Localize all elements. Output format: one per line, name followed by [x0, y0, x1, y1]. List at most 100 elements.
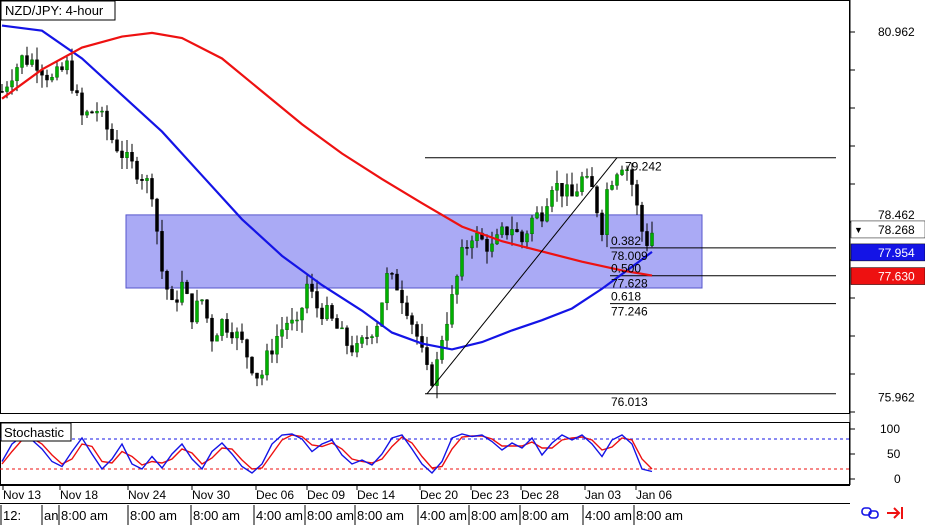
candle-body	[590, 176, 594, 187]
moving-average-line	[1, 31, 653, 277]
candle-body	[570, 184, 574, 197]
candle-body	[265, 350, 269, 376]
price-badge	[850, 267, 925, 285]
candle-body	[255, 372, 259, 379]
candle-body	[170, 289, 174, 301]
candle-body	[205, 299, 209, 319]
candle-body	[560, 183, 564, 197]
candle-body	[60, 66, 64, 71]
candle-body	[485, 238, 489, 252]
time-label: 8:00 am	[307, 508, 354, 523]
date-axis-labels: Nov 13 Nov 18 Nov 24 Nov 30 Dec 06 Dec 09 Dec …	[2, 485, 672, 502]
candle-body	[185, 281, 189, 294]
candle-body	[20, 55, 24, 68]
candle-body	[410, 315, 414, 325]
stochastic-level-label: 50	[887, 447, 901, 461]
candle-body	[400, 289, 404, 304]
candle-body	[225, 319, 229, 333]
candle-body	[395, 273, 399, 291]
candle-body	[460, 247, 464, 277]
candle-body	[360, 337, 364, 344]
date-label: Dec 14	[357, 488, 395, 502]
price-badges: ▼ 78.268 77.954 77.630	[850, 220, 925, 285]
time-label: 8:00 am	[130, 508, 177, 523]
date-label: Nov 24	[128, 488, 166, 502]
candle-body	[380, 302, 384, 327]
fib-label: 77.246	[611, 305, 648, 319]
stochastic-title: Stochastic	[4, 425, 64, 440]
date-label: Dec 09	[307, 488, 345, 502]
candle-body	[375, 325, 379, 337]
candle-body	[420, 336, 424, 348]
candle-body	[90, 111, 94, 114]
candle-body	[340, 327, 344, 330]
stochastic-signal-line	[1, 434, 653, 470]
candle-body	[155, 198, 159, 232]
candle-body	[645, 231, 649, 246]
candle-body	[330, 305, 334, 319]
candle-body	[190, 293, 194, 323]
candle-body	[595, 186, 599, 214]
time-label: 4:00 am	[585, 508, 632, 523]
fib-label: 0.618	[611, 290, 641, 304]
candle-body	[95, 110, 99, 114]
candle-body	[625, 169, 629, 171]
stochastic-axis-ticks: 100 50 0	[850, 422, 901, 486]
candle-body	[555, 183, 559, 191]
candle-body	[140, 179, 144, 181]
time-label: an	[44, 508, 58, 523]
candle-body	[490, 243, 494, 252]
time-label: 8:00 am	[61, 508, 108, 523]
candle-body	[120, 150, 124, 158]
candle-body	[50, 77, 54, 81]
candle-body	[470, 240, 474, 249]
candle-body	[180, 281, 184, 303]
candle-body	[545, 206, 549, 222]
fibonacci-trend-line	[426, 157, 618, 395]
time-label: 8:00 am	[636, 508, 683, 523]
fib-label: 76.013	[611, 395, 648, 409]
candle-body	[575, 191, 579, 197]
candle-body	[515, 229, 519, 233]
candle-body	[310, 283, 314, 292]
candle-body	[600, 212, 604, 235]
link-icon[interactable]	[861, 507, 879, 519]
date-label: Dec 20	[420, 488, 458, 502]
date-label: Nov 18	[60, 488, 98, 502]
candle-body	[320, 307, 324, 320]
moving-average-line	[1, 24, 653, 351]
candle-body	[455, 275, 459, 295]
stochastic-level-label: 100	[880, 422, 900, 436]
candle-body	[215, 335, 219, 342]
time-label: 4:00 am	[420, 508, 467, 523]
candle-body	[440, 340, 444, 360]
candle-body	[65, 60, 69, 71]
price-badge-value: 78.268	[878, 223, 915, 237]
price-tick-label: 78.462	[878, 208, 915, 222]
time-label: 8:00 am	[522, 508, 569, 523]
candle-body	[240, 331, 244, 340]
candle-body	[130, 152, 134, 162]
candle-body	[100, 110, 104, 113]
candle-body	[610, 185, 614, 190]
candle-body	[280, 329, 284, 337]
candle-body	[585, 176, 589, 178]
candle-body	[105, 110, 109, 130]
candle-body	[150, 178, 154, 200]
candle-body	[30, 59, 34, 65]
date-label: Jan 06	[636, 488, 672, 502]
candle-body	[195, 300, 199, 323]
candle-body	[270, 350, 274, 355]
candles	[0, 46, 654, 399]
price-badge	[850, 220, 925, 239]
candle-body	[355, 343, 359, 353]
candle-body	[530, 217, 534, 234]
candle-body	[520, 231, 524, 243]
candle-body	[220, 319, 224, 336]
price-tick-label: 80.962	[878, 25, 915, 39]
candle-body	[405, 302, 409, 316]
candle-body	[300, 307, 304, 321]
candle-body	[580, 176, 584, 192]
candle-body	[620, 169, 624, 175]
scroll-to-end-icon[interactable]	[887, 507, 903, 519]
